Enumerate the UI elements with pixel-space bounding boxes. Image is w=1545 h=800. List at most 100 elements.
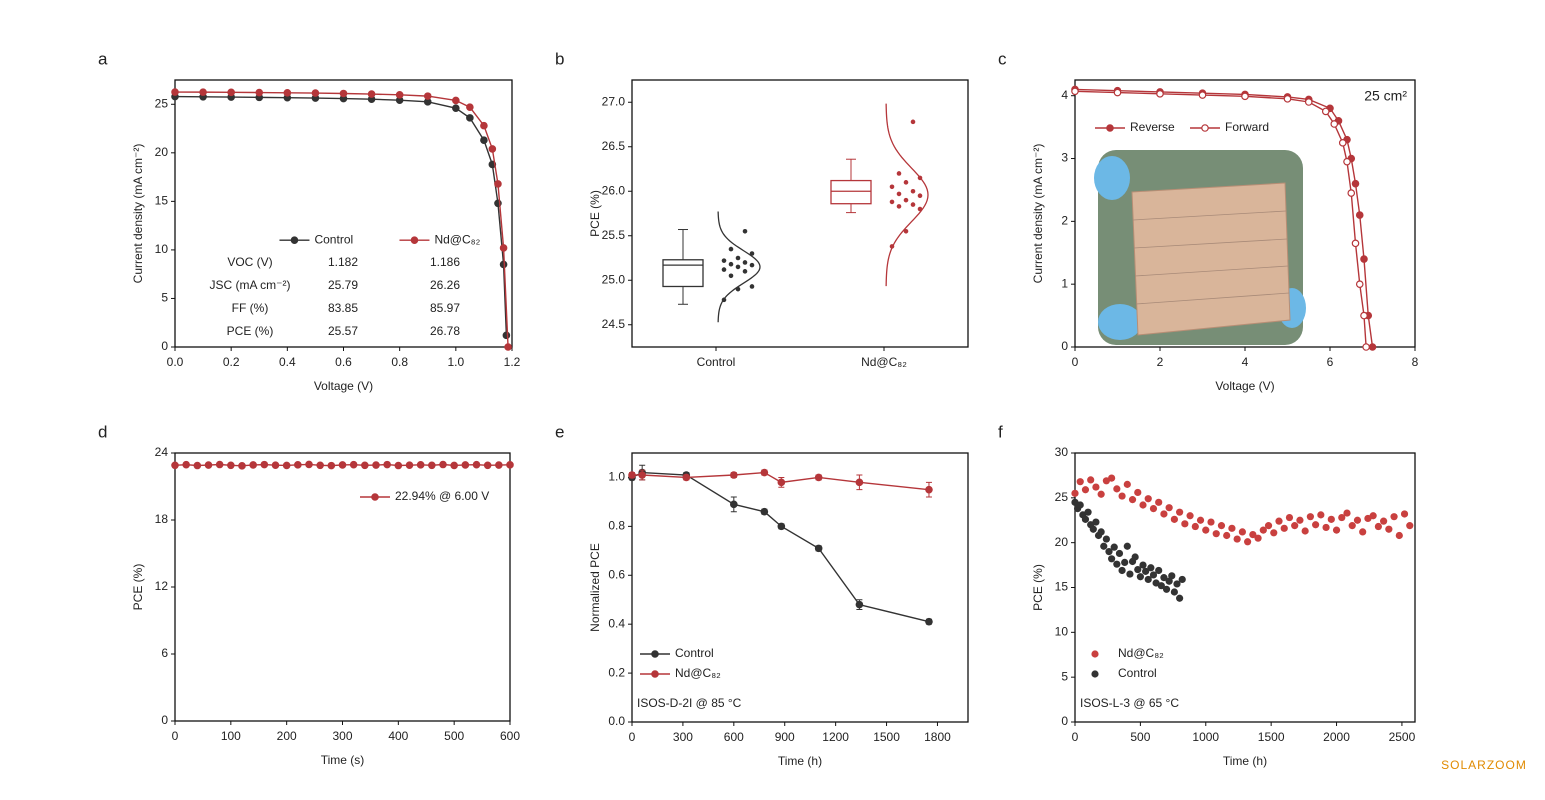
table-cell: 26.26 — [430, 278, 460, 292]
marker — [339, 89, 348, 98]
point — [1100, 542, 1108, 550]
x-tick-label: 600 — [500, 729, 520, 743]
y-tick-label: 30 — [1055, 445, 1069, 459]
point — [910, 119, 916, 125]
marker — [495, 461, 503, 469]
x-tick-label: 0.4 — [279, 355, 296, 369]
x-tick-label: Nd@C₈₂ — [861, 355, 907, 369]
x-tick-label: 500 — [1130, 730, 1150, 744]
y-tick-label: 25 — [1055, 490, 1069, 504]
marker — [814, 473, 823, 482]
point — [1108, 474, 1116, 482]
marker — [238, 462, 246, 470]
y-tick-label: 3 — [1061, 151, 1068, 165]
table-cell: 26.78 — [430, 324, 460, 338]
point — [1102, 535, 1110, 543]
y-tick-label: 25.5 — [602, 228, 626, 242]
marker — [327, 461, 336, 470]
point — [728, 273, 734, 279]
marker — [651, 670, 659, 678]
series-line — [1074, 88, 1374, 348]
marker — [1368, 343, 1377, 351]
marker — [283, 89, 292, 97]
x-tick-label: 2500 — [1389, 730, 1416, 744]
plot-frame — [1074, 452, 1416, 723]
marker — [925, 617, 933, 626]
point — [896, 171, 902, 176]
y-tick-label: 0 — [1061, 339, 1068, 353]
marker — [1355, 280, 1364, 288]
y-tick-label: 2 — [1061, 214, 1068, 228]
marker — [338, 461, 347, 469]
point — [1142, 567, 1150, 575]
y-axis-label: Current density (mA cm⁻²) — [131, 144, 145, 284]
module — [1131, 182, 1291, 336]
legend-marker — [1091, 650, 1099, 658]
series-line — [631, 471, 930, 623]
marker — [428, 461, 436, 470]
point — [1353, 516, 1362, 524]
y-tick-label: 27.0 — [602, 94, 626, 108]
y-tick-label: 15 — [1055, 580, 1069, 594]
marker — [452, 96, 460, 105]
box — [662, 259, 704, 288]
x-tick-label: 900 — [775, 730, 795, 744]
table-cell: PCE (%) — [227, 324, 274, 338]
marker — [199, 88, 207, 96]
point — [1186, 512, 1194, 520]
point — [721, 258, 727, 263]
point — [1118, 566, 1126, 575]
y-tick-label: 0 — [1061, 714, 1068, 728]
marker — [502, 331, 511, 340]
marker — [480, 121, 488, 130]
legend-label: Control — [314, 232, 353, 246]
panel-label: a — [98, 49, 108, 68]
x-tick-label: 4 — [1242, 355, 1249, 369]
marker — [1360, 311, 1368, 320]
point — [1176, 508, 1184, 516]
y-tick-label: 26.0 — [602, 183, 626, 197]
x-axis-label: Voltage (V) — [1215, 379, 1274, 393]
table-cell: JSC (mA cm⁻²) — [210, 278, 291, 292]
marker — [171, 88, 179, 96]
marker — [1360, 255, 1368, 263]
point — [1181, 520, 1189, 528]
point — [1147, 564, 1155, 572]
y-tick-label: 0.4 — [608, 616, 625, 630]
point — [1348, 522, 1356, 530]
point — [1134, 565, 1142, 574]
point — [1301, 527, 1309, 535]
marker — [1351, 239, 1360, 248]
marker — [1071, 87, 1079, 96]
legend-marker — [1091, 670, 1099, 678]
marker — [506, 461, 514, 469]
point — [1115, 549, 1124, 558]
table-cell: 25.57 — [328, 324, 358, 338]
point — [721, 267, 727, 272]
x-tick-label: 6 — [1327, 355, 1334, 369]
x-axis-label: Time (h) — [1223, 754, 1267, 768]
x-tick-label: 400 — [388, 729, 408, 743]
x-axis-label: Time (s) — [321, 753, 365, 767]
point — [1139, 561, 1147, 569]
y-tick-label: 6 — [161, 646, 168, 660]
point — [1160, 510, 1168, 518]
point — [1113, 560, 1121, 568]
y-tick-label: 10 — [1055, 625, 1069, 639]
table-cell: 25.79 — [328, 278, 358, 292]
point — [1196, 516, 1205, 524]
y-tick-label: 0.0 — [608, 714, 625, 728]
watermark: SOLARZOOM — [1441, 758, 1527, 772]
point — [903, 229, 909, 234]
point — [1160, 574, 1168, 582]
y-tick-label: 15 — [155, 194, 169, 208]
y-tick-label: 0.6 — [608, 567, 625, 581]
panel-label: d — [98, 422, 107, 441]
x-tick-label: 0 — [1072, 355, 1079, 369]
marker — [171, 461, 179, 470]
point — [749, 262, 755, 268]
x-tick-label: 2000 — [1323, 730, 1350, 744]
point — [896, 204, 902, 209]
series-line — [1074, 90, 1367, 348]
